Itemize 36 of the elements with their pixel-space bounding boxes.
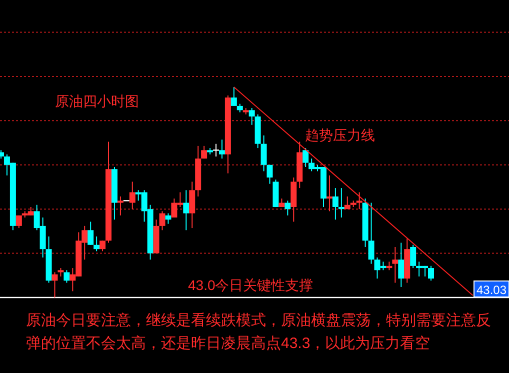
candlestick (332, 188, 338, 220)
text: 43.03 (476, 283, 507, 297)
candlestick (94, 236, 100, 252)
candlestick (248, 108, 255, 126)
candlestick (326, 174, 332, 212)
candlestick (428, 265, 434, 282)
candlestick (183, 190, 190, 231)
candlestick (368, 202, 374, 264)
candlestick (218, 139, 225, 160)
candlestick (52, 272, 58, 298)
annotation: 趋势压力线 (305, 127, 375, 143)
candlestick (100, 240, 106, 252)
candlestick (129, 181, 136, 210)
candlestick (260, 134, 267, 172)
candlestick (189, 181, 196, 229)
candlestick (230, 86, 237, 106)
candlestick (64, 270, 70, 284)
candlestick (338, 188, 344, 218)
candlestick (201, 145, 208, 160)
text: 原油今日要注意，继续是看续跌模式，原油横盘震荡，特别需要注意反弹的位置不会太高，还是昨日凌晨高点43.3，以此为压力看空 (26, 311, 492, 354)
candlestick (16, 214, 22, 229)
candlestick (344, 196, 350, 210)
candlestick (410, 244, 416, 269)
candlestick (302, 148, 309, 168)
candlestick (284, 200, 291, 216)
candlestick (212, 143, 220, 157)
candlestick (392, 246, 398, 284)
candlestick (159, 210, 166, 231)
candlestick (266, 164, 273, 184)
candlestick (117, 196, 124, 216)
candlestick (165, 212, 172, 224)
candlestick (356, 192, 362, 210)
chart-title: 原油四小时图 (55, 93, 139, 109)
candlestick (398, 242, 404, 288)
candlestick (88, 221, 94, 246)
annotation: 43.0今日关键性支撑 (188, 277, 314, 293)
